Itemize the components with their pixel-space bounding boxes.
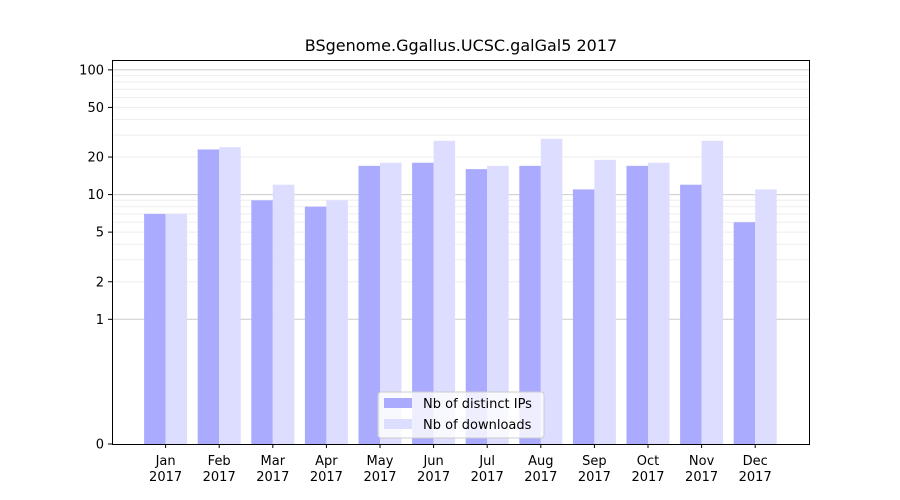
bar-downloads (701, 140, 724, 444)
bar-ips (680, 184, 702, 444)
y-tick-label: 10 (87, 188, 104, 203)
bar-ips (197, 149, 220, 444)
bar-downloads (648, 162, 670, 444)
legend-swatch-ips (384, 398, 412, 408)
bar-downloads (433, 140, 456, 444)
bar-downloads (380, 162, 402, 444)
bar-downloads (755, 189, 777, 444)
legend-label-downloads: Nb of downloads (423, 418, 532, 433)
y-tick-label: 1 (96, 313, 104, 328)
x-tick-label: Nov 2017 (685, 454, 718, 485)
x-tick-label: Oct 2017 (631, 454, 664, 485)
bars (144, 138, 777, 444)
y-tick-label: 100 (79, 63, 104, 78)
x-tick-label: Sep 2017 (578, 454, 611, 485)
bar-downloads (165, 213, 188, 444)
y-tick-label: 2 (96, 275, 104, 290)
bar-ips (572, 189, 595, 444)
x-tick-label: Mar 2017 (256, 454, 289, 485)
legend-box (377, 391, 545, 439)
x-axis: Jan 2017 Feb 2017 Mar 2017 Apr 2017 May 2017 Jun 20… (149, 444, 772, 485)
y-tick-label: 50 (87, 101, 104, 116)
bar-downloads (272, 184, 295, 444)
bar-ips (251, 200, 273, 444)
bar-ips (358, 165, 380, 444)
x-tick-label: Apr 2017 (310, 454, 343, 485)
bar-downloads (326, 200, 348, 444)
bar-downloads (487, 165, 509, 444)
legend: Nb of distinct IPs Nb of downloads (377, 391, 545, 439)
legend-swatch-downloads (384, 419, 412, 429)
x-tick-label: Jan 2017 (149, 454, 182, 485)
bar-ips (519, 165, 541, 444)
x-tick-label: Aug 2017 (524, 454, 557, 485)
legend-label-ips: Nb of distinct IPs (423, 397, 532, 412)
y-tick-label: 0 (96, 438, 104, 453)
chart-title: BSgenome.Ggallus.UCSC.galGal5 2017 (305, 36, 617, 55)
x-tick-label: Feb 2017 (203, 454, 236, 485)
bar-downloads (540, 138, 563, 444)
bar-ips (412, 162, 434, 444)
bar-downloads (594, 159, 616, 444)
y-axis: 0 1 2 5 10 20 50 100 (79, 63, 112, 453)
x-tick-label: May 2017 (363, 454, 396, 485)
plot-frame (112, 60, 810, 445)
bar-downloads (219, 147, 241, 444)
y-tick-label: 5 (96, 226, 104, 241)
bar-ips (304, 206, 327, 444)
bar-ips (465, 169, 488, 444)
x-tick-label: Jun 2017 (417, 454, 450, 485)
bar-ips (626, 165, 648, 444)
y-tick-label: 20 (87, 151, 104, 166)
x-tick-label: Jul 2017 (471, 454, 504, 485)
x-tick-label: Dec 2017 (739, 454, 772, 485)
bar-ips (144, 213, 166, 444)
bar-ips (733, 222, 756, 444)
